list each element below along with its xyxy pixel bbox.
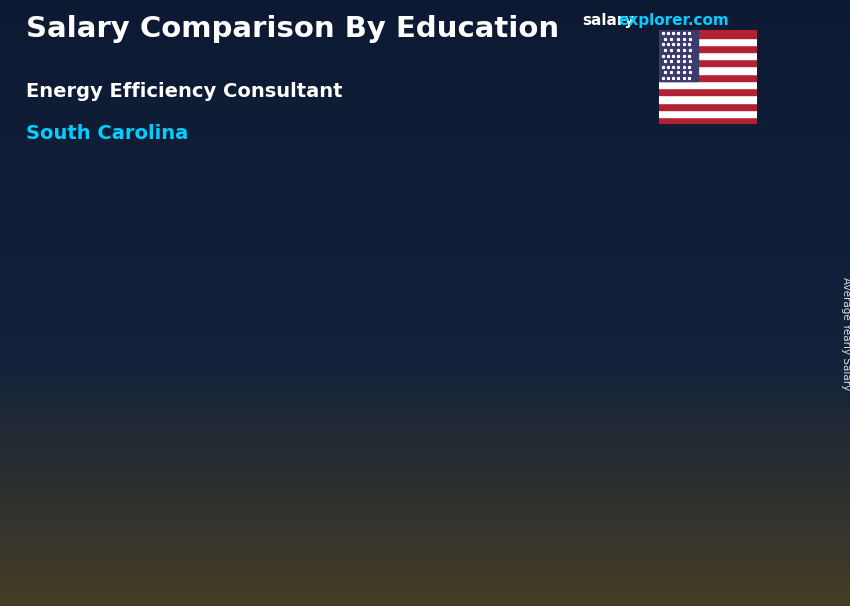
Text: Average Yearly Salary: Average Yearly Salary — [841, 277, 850, 390]
Bar — [659, 88, 756, 95]
Bar — [78, 435, 86, 521]
Bar — [500, 337, 507, 521]
Text: salary: salary — [582, 13, 635, 28]
Bar — [659, 30, 756, 38]
Text: +47%: +47% — [430, 287, 488, 305]
Bar — [659, 81, 756, 88]
Bar — [565, 337, 573, 521]
Bar — [144, 435, 152, 521]
Bar — [219, 421, 292, 521]
Bar — [640, 314, 713, 521]
Text: 151,000 USD: 151,000 USD — [495, 317, 578, 330]
Bar — [79, 435, 152, 521]
Text: +13%: +13% — [570, 264, 629, 282]
Bar — [640, 314, 648, 521]
Bar — [659, 102, 756, 110]
Text: Salary Comparison By Education: Salary Comparison By Education — [26, 15, 558, 43]
Text: 170,000 USD: 170,000 USD — [636, 294, 718, 307]
Bar — [659, 45, 756, 52]
Bar — [218, 421, 226, 521]
Bar — [659, 59, 756, 67]
Text: South Carolina: South Carolina — [26, 124, 188, 143]
Bar — [285, 421, 292, 521]
Bar — [659, 52, 756, 59]
Bar — [360, 396, 367, 521]
Bar — [659, 67, 756, 74]
Bar — [659, 110, 756, 117]
Bar — [360, 396, 433, 521]
Bar — [659, 117, 756, 124]
Text: +16%: +16% — [150, 370, 207, 388]
Bar — [425, 396, 433, 521]
Bar — [659, 95, 756, 102]
Text: Energy Efficiency Consultant: Energy Efficiency Consultant — [26, 82, 342, 101]
Bar — [659, 74, 756, 81]
Text: explorer.com: explorer.com — [619, 13, 729, 28]
Text: +24%: +24% — [290, 345, 348, 363]
Bar — [706, 314, 713, 521]
Bar — [500, 337, 573, 521]
Text: 71,300 USD: 71,300 USD — [78, 414, 152, 427]
Text: 103,000 USD: 103,000 USD — [354, 375, 437, 388]
Text: 82,500 USD: 82,500 USD — [218, 401, 293, 413]
Bar — [659, 38, 756, 45]
Bar — [659, 30, 698, 81]
